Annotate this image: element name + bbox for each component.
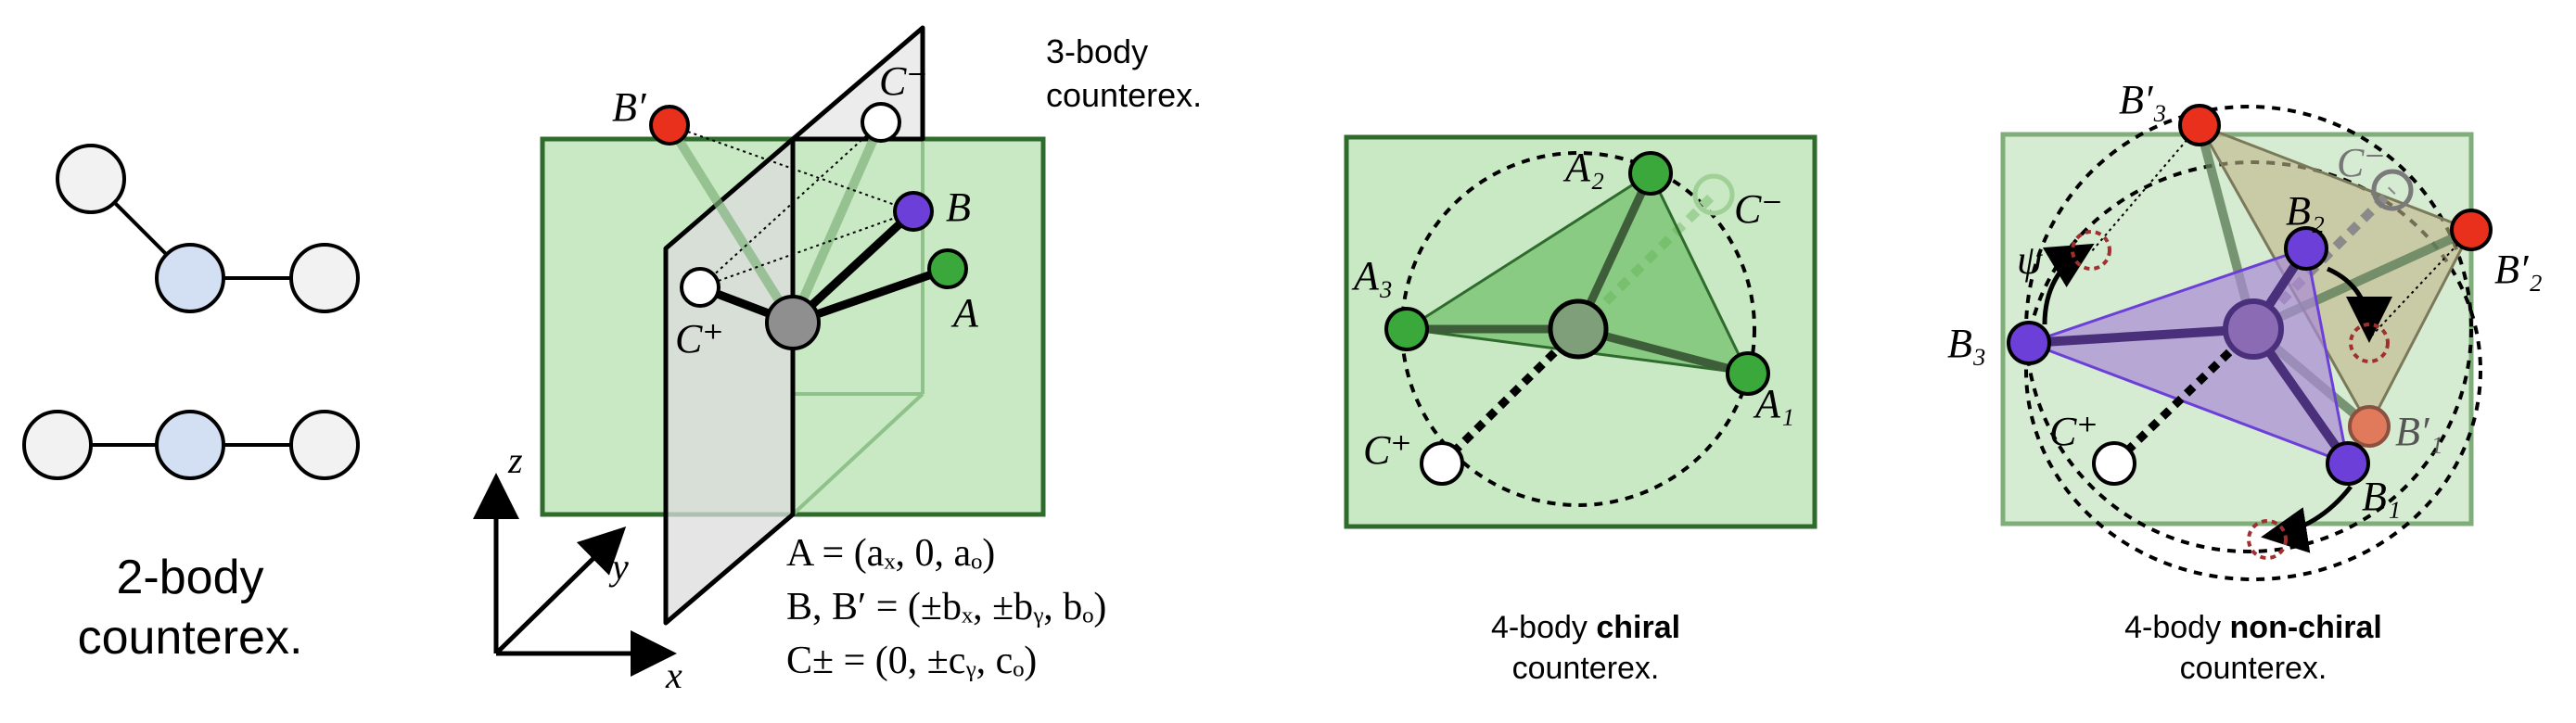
label-B3-prime: B′₃: [2119, 77, 2167, 122]
caption-line2: counterex.: [78, 611, 303, 665]
label-B3: B₃: [1947, 321, 1986, 366]
caption-bold: non-chiral: [2230, 610, 2382, 645]
label-B2: B₂: [2286, 188, 2325, 234]
node-white: [56, 144, 126, 214]
node-blue: [155, 243, 225, 313]
dotted-line: [699, 121, 882, 288]
node-C-minus: [1692, 173, 1735, 216]
caption-bold: chiral: [1596, 610, 1680, 645]
panel-3body: B′ C⁻ B A C⁺ 3-body counterex. z x y A =…: [473, 25, 1202, 696]
label-A1: A₁: [1753, 381, 1794, 426]
label-B-prime: B′: [612, 84, 647, 130]
label-B2-prime: B′₂: [2494, 247, 2543, 292]
bond-faded: [665, 122, 797, 325]
caption-pre: 4-body: [2124, 610, 2229, 645]
bond-faded-Cminus: [1575, 191, 1717, 333]
caption-line1: 4-body non-chiral: [2124, 610, 2382, 645]
label-A: A: [950, 290, 979, 336]
plane-edge: [791, 392, 925, 516]
axis-y: [494, 526, 627, 655]
panel-4body-chiral: A₂ A₃ A₁ C⁻ C⁺ 4-body chiral counterex.: [1344, 134, 1817, 686]
node-B1-prime: [2348, 405, 2391, 448]
equation-A: A = (aₓ, 0, aₒ): [786, 532, 995, 575]
node-white: [289, 243, 360, 313]
node-B3-prime: [2178, 104, 2221, 146]
panel-4body-nonchiral: B′₃ B′₂ B′₁ B₂ B₃ B₁ C⁺ C⁻ ψ 4-body non-…: [1947, 77, 2543, 686]
node-B: [893, 191, 934, 232]
title-line2: counterex.: [1046, 76, 1202, 114]
node-C-plus: [1420, 441, 1464, 486]
node-white: [289, 410, 360, 480]
node-A2: [1628, 151, 1673, 196]
node-A: [927, 248, 968, 289]
panel-2body: 2-body counterex.: [22, 144, 360, 665]
node-C-minus: [861, 102, 901, 143]
label-C-minus: C⁻: [879, 58, 928, 104]
caption-line1: 4-body chiral: [1491, 610, 1680, 645]
equation-C: C± = (0, ±cᵧ, cₒ): [786, 640, 1037, 682]
dotted-line: [669, 124, 914, 212]
node-C-minus: [2371, 169, 2414, 211]
caption-line2: counterex.: [1512, 651, 1660, 686]
node-B2: [2284, 226, 2328, 271]
label-B: B: [946, 184, 971, 230]
caption-line2: counterex.: [2180, 651, 2327, 686]
target-circle: [2247, 519, 2288, 560]
label-psi: ψ: [2017, 237, 2043, 283]
bond-B3: [2028, 324, 2254, 348]
title-line1: 3-body: [1046, 32, 1148, 70]
target-circle: [2349, 323, 2390, 363]
label-C-plus: C⁺: [2049, 409, 2098, 454]
node-B-prime: [649, 105, 690, 146]
axis-label-y: y: [608, 546, 629, 588]
caption-pre: 4-body: [1491, 610, 1596, 645]
caption-line1: 2-body: [117, 551, 264, 604]
equation-B: B, B′ = (±bₓ, ±bᵧ, bₒ): [786, 586, 1106, 628]
dotted-line: [699, 210, 914, 288]
rotation-arrow: [2042, 243, 2095, 325]
axis-label-x: x: [665, 654, 682, 696]
node-center: [1548, 298, 1609, 360]
label-C-minus: C⁻: [1734, 186, 1783, 232]
bond-faded: [788, 120, 886, 325]
axis-label-z: z: [507, 439, 523, 481]
node-center: [765, 295, 821, 350]
target-circle: [2071, 230, 2111, 271]
node-center: [2223, 298, 2284, 360]
label-C-plus: C⁺: [1363, 427, 1412, 473]
node-white: [22, 410, 93, 480]
node-B3: [2007, 321, 2051, 365]
node-blue: [155, 410, 225, 480]
dotted-guide: [2090, 124, 2200, 253]
label-C-plus: C⁺: [675, 316, 724, 362]
label-A2: A₂: [1562, 145, 1604, 190]
label-B1-prime: B′₁: [2395, 409, 2443, 454]
label-B1: B₁: [2362, 474, 2401, 519]
node-B2-prime: [2450, 209, 2493, 251]
label-C-minus: C⁻: [2337, 140, 2386, 185]
label-A3: A₃: [1351, 253, 1393, 298]
rotation-arrow: [2261, 485, 2353, 553]
node-B1: [2326, 441, 2370, 486]
node-C-plus: [680, 267, 721, 308]
node-A3: [1384, 307, 1429, 351]
node-A1: [1726, 351, 1770, 396]
node-C-plus: [2092, 441, 2136, 486]
